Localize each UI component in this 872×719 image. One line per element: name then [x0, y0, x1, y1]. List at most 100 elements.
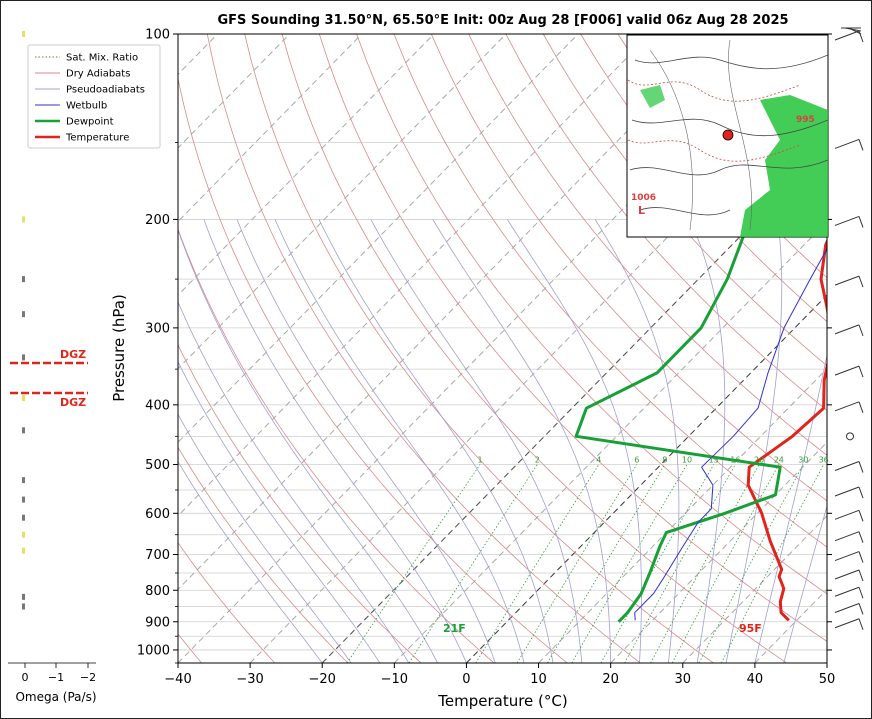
dry-adiabat: [178, 343, 422, 663]
dry-adiabat: [244, 34, 714, 663]
mixing-ratio-label: 30: [798, 456, 808, 465]
dgz-markers: DGZ DGZ: [10, 348, 88, 409]
pseudoadiabat: [506, 219, 642, 663]
pseudoadiabat: [370, 219, 583, 663]
wind-barb: [834, 215, 864, 228]
omega-bar: [22, 395, 25, 402]
wind-calm-marker: [846, 432, 854, 441]
dry-adiabat: [281, 34, 787, 663]
temperature-line: [746, 238, 827, 622]
pseudoadiabat: [178, 360, 381, 663]
omega-bar: [22, 531, 25, 538]
legend-item-label: Wetbulb: [66, 101, 107, 112]
pseudoadiabat: [203, 219, 467, 663]
x-axis-ticks: −40 −30 −20 −10 0 10 20 30 40 50: [164, 663, 835, 687]
wind-barb: [834, 618, 864, 630]
mixing-ratio-line: [516, 464, 638, 663]
x-tick-label: −20: [309, 672, 336, 687]
mixing-ratio-label: 8: [662, 456, 667, 465]
dry-adiabat: [393, 34, 827, 548]
x-tick-label: 0: [462, 672, 470, 687]
wind-barb: [834, 551, 864, 563]
wind-barb: [834, 324, 864, 337]
isotherm-line: [826, 662, 827, 663]
dry-adiabat: [468, 34, 827, 456]
dry-adiabat: [842, 34, 872, 663]
mixing-ratio-label: 1: [477, 456, 482, 465]
dgz-label-top: DGZ: [60, 348, 86, 361]
dry-adiabat: [430, 34, 827, 502]
isotherm-line: [178, 34, 723, 591]
mixing-ratio-line: [671, 464, 780, 663]
wind-barb: [834, 27, 864, 43]
y-tick-label: 100: [145, 28, 170, 43]
dry-adiabat: [206, 34, 641, 663]
dewpoint-line: [574, 115, 827, 623]
omega-label: Omega (Pa/s): [15, 690, 96, 704]
dry-adiabat: [318, 34, 827, 642]
omega-bar: [22, 427, 25, 434]
omega-bar: [22, 547, 25, 554]
x-tick-label: −30: [236, 672, 263, 687]
svg-text:1006: 1006: [631, 193, 656, 203]
omega-bar: [22, 31, 25, 37]
y-axis-ticks: 100 200 300 400 500 600 700 800 900 1000: [137, 28, 832, 664]
wind-barb: [834, 138, 864, 151]
mixing-ratio-line: [624, 464, 736, 663]
guide-lines: [178, 34, 872, 663]
isotherm-line: [178, 34, 435, 296]
pseudoadiabat: [178, 460, 323, 663]
x-tick-label: −40: [164, 672, 191, 687]
mixing-ratio-line: [475, 464, 600, 663]
sounding-series: [574, 115, 827, 623]
dry-adiabat: [178, 541, 275, 663]
omega-panel: 0 −1 −2 Omega (Pa/s): [8, 31, 97, 704]
isotherm-line: [178, 34, 651, 517]
mixing-ratio-label: 13: [709, 456, 719, 465]
wind-barb: [834, 509, 864, 522]
omega-tick-1: −1: [48, 671, 64, 684]
mixing-ratio-labels: 1 2 4 6 8 10 13 16 20 24 30 36: [477, 456, 828, 465]
legend-item-label: Dewpoint: [66, 117, 114, 128]
wind-barb: [834, 569, 864, 582]
mixing-ratio-label: 4: [596, 456, 601, 465]
pseudoadiabat: [783, 504, 827, 663]
mixing-ratio-label: 2: [535, 456, 540, 465]
wind-barb: [834, 586, 864, 599]
pseudoadiabat: [178, 301, 410, 663]
inset-map: 1006 L 995: [626, 34, 829, 238]
omega-bar: [22, 496, 25, 503]
wind-barbs: [834, 27, 864, 630]
freezing-isotherm: [466, 294, 827, 663]
mixing-ratio-line: [346, 464, 481, 663]
mixing-ratio-line: [547, 464, 666, 663]
legend-item-label: Dry Adiabats: [66, 69, 130, 80]
wind-barb: [834, 531, 864, 543]
x-tick-label: 20: [602, 672, 619, 687]
pseudoadiabat: [178, 413, 352, 663]
y-tick-label: 600: [145, 507, 170, 522]
legend-item-label: Pseudoadiabats: [66, 85, 145, 96]
legend-box: [27, 44, 161, 149]
pseudoadiabat: [754, 353, 827, 663]
wetbulb-line: [634, 247, 827, 621]
omega-bar: [22, 514, 25, 521]
mixing-ratio-line: [600, 464, 715, 663]
y-tick-label: 800: [145, 584, 170, 599]
pseudoadiabat: [432, 219, 612, 663]
surface-dewpoint-label: 21F: [443, 622, 466, 635]
mixing-ratio-label: 16: [730, 456, 740, 465]
mixing-ratio-line: [571, 464, 688, 663]
y-tick-label: 1000: [137, 643, 170, 658]
mixing-ratio-label: 24: [774, 456, 784, 465]
isotherm-line: [178, 34, 507, 370]
y-tick-label: 200: [145, 213, 170, 228]
isotherm-line: [178, 34, 290, 149]
omega-bar: [22, 354, 25, 361]
x-tick-label: 50: [819, 672, 836, 687]
wind-barb: [834, 401, 864, 414]
dry-adiabat: [580, 34, 827, 323]
x-tick-label: 10: [530, 672, 547, 687]
y-tick-label: 900: [145, 615, 170, 630]
